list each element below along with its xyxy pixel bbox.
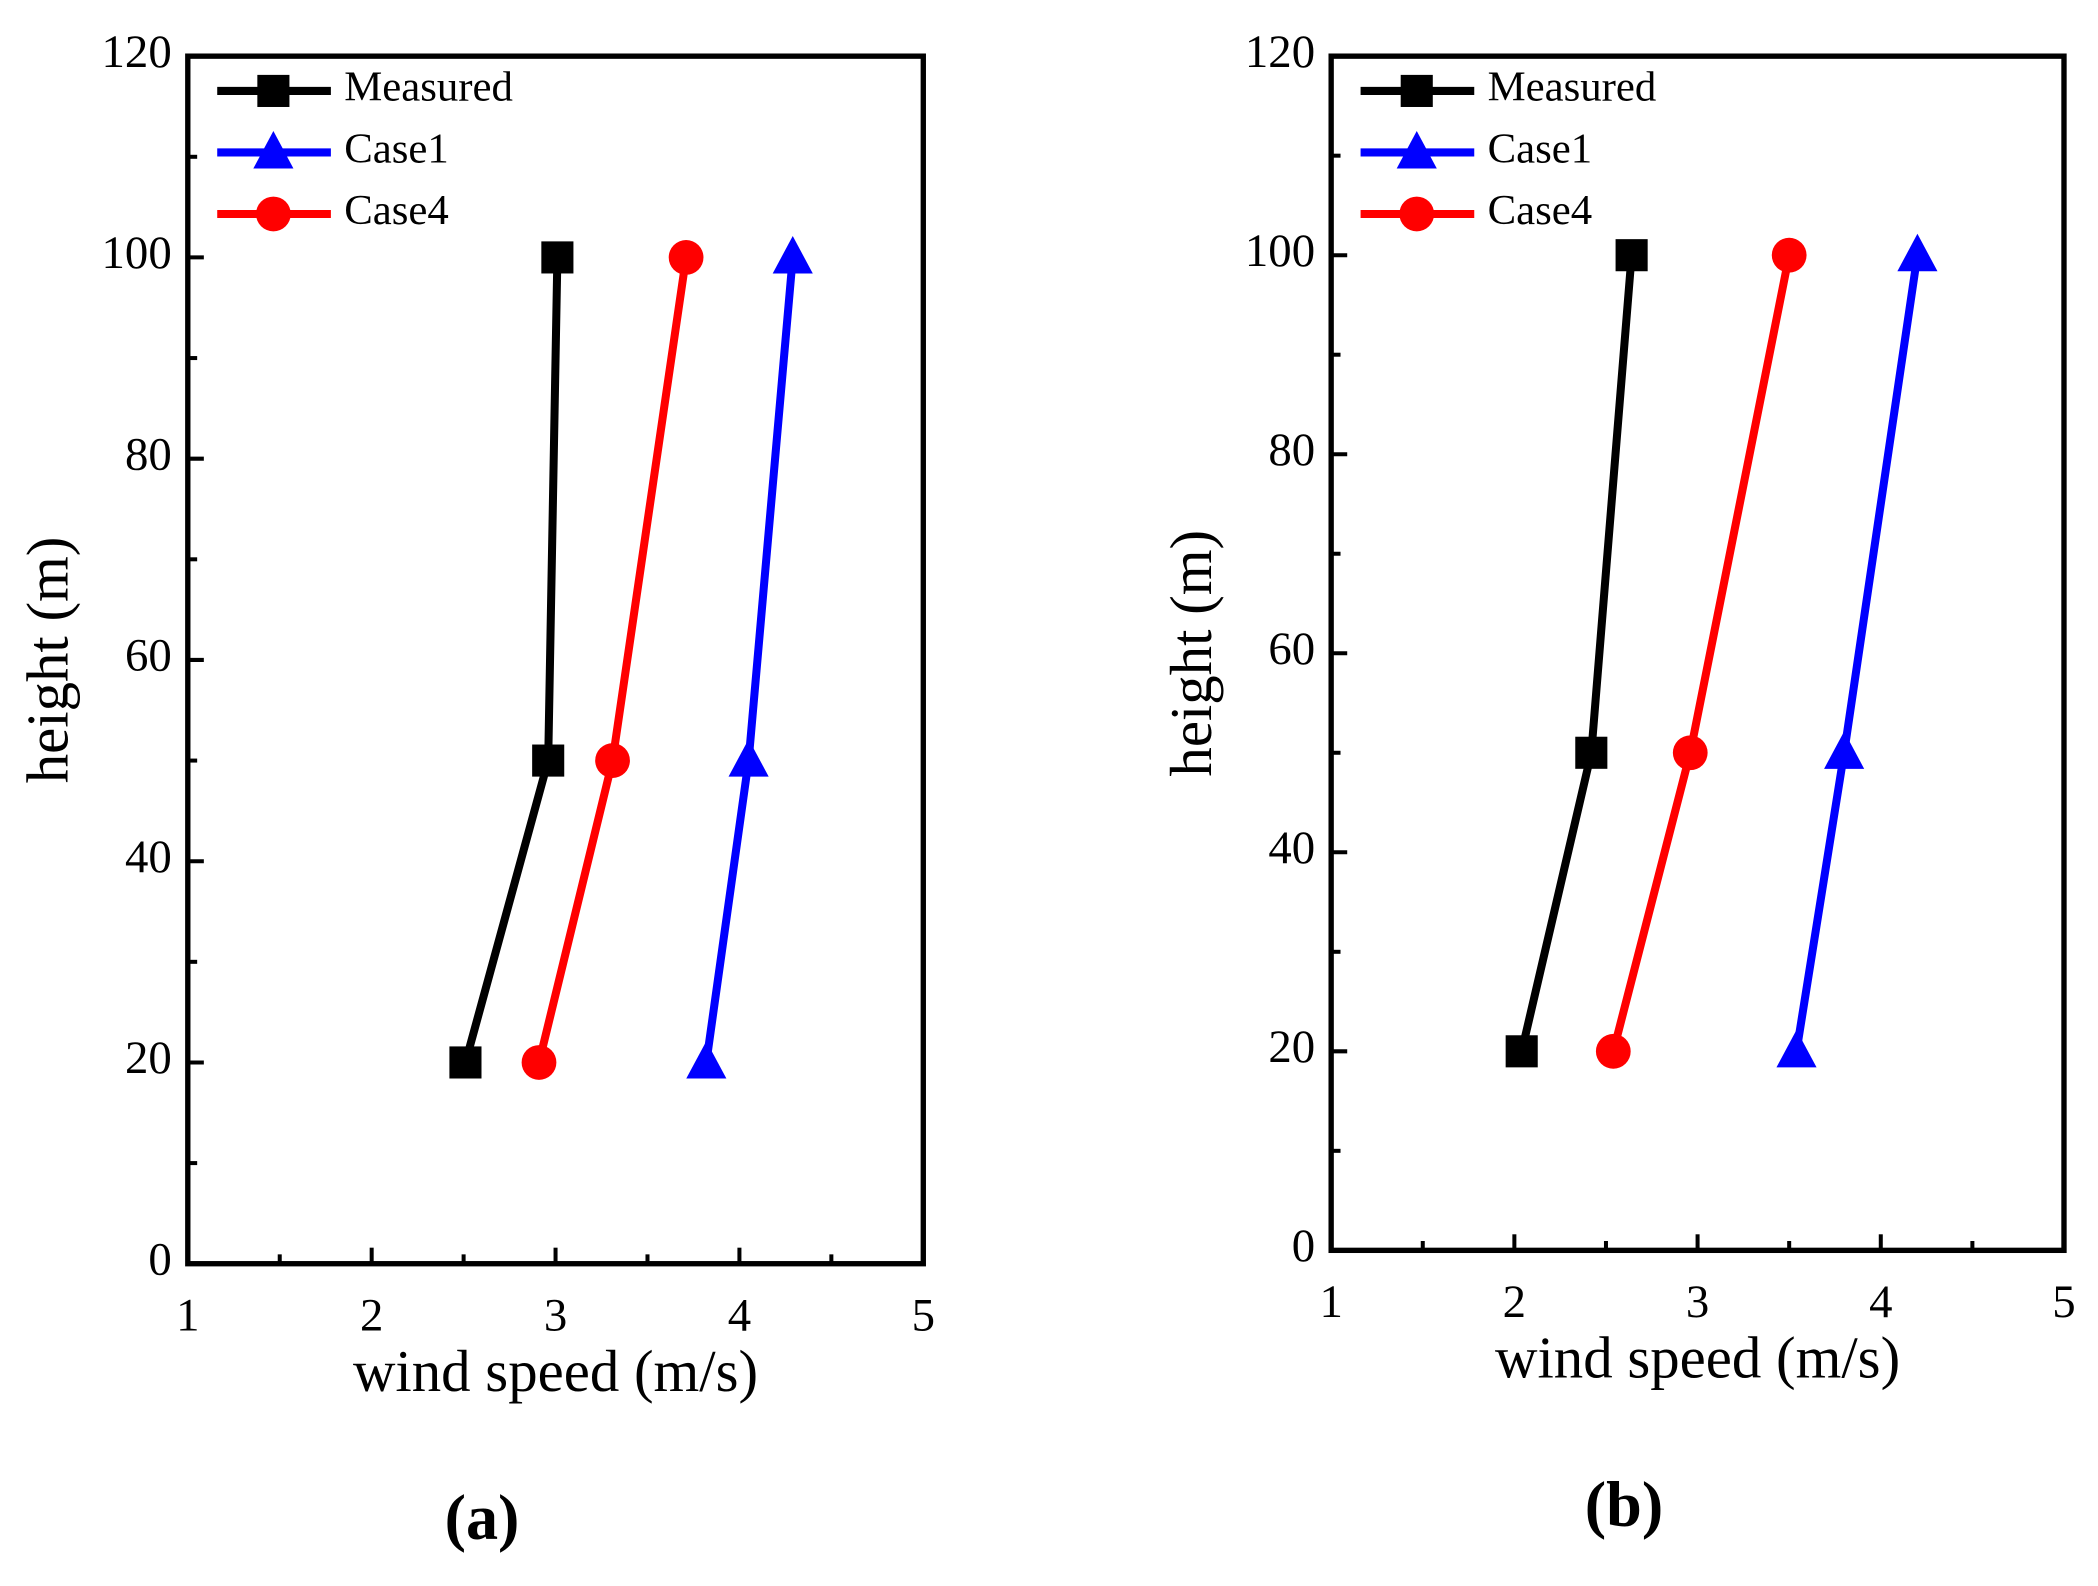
y-tick-label: 40 (1268, 822, 1315, 874)
data-point (449, 1046, 482, 1079)
legend-label: Case4 (344, 187, 449, 234)
y-tick-label: 100 (1245, 225, 1315, 277)
y-tick-label: 0 (1292, 1220, 1315, 1272)
plot-frame (185, 53, 926, 1267)
data-point (1771, 237, 1807, 273)
legend-label: Measured (1488, 64, 1657, 111)
series-line (535, 256, 691, 1064)
y-tick-label: 60 (125, 630, 172, 682)
data-point (521, 1045, 557, 1080)
x-tick-label: 5 (2052, 1276, 2075, 1328)
series-line (1609, 254, 1794, 1053)
legend-marker (1400, 74, 1433, 107)
data-point (541, 241, 574, 274)
x-tick-label: 2 (360, 1290, 383, 1342)
y-tick-label: 20 (1268, 1021, 1315, 1073)
data-point (532, 744, 565, 777)
series-line (461, 257, 562, 1064)
legend-marker (253, 131, 294, 169)
data-point (1595, 1033, 1631, 1069)
x-axis-title: wind speed (m/s) (1495, 1326, 1900, 1391)
x-axis-title: wind speed (m/s) (353, 1339, 758, 1404)
data-point (1897, 233, 1938, 272)
x-tick-label: 5 (912, 1290, 935, 1342)
data-point (668, 240, 704, 275)
legend-marker (1396, 131, 1437, 169)
x-tick-label: 4 (728, 1290, 751, 1342)
y-tick-label: 20 (125, 1032, 172, 1084)
data-point (1505, 1035, 1538, 1068)
y-tick-label: 40 (125, 831, 172, 883)
x-tick-label: 4 (1869, 1276, 1892, 1328)
data-point (1575, 736, 1608, 769)
data-point (1824, 731, 1865, 769)
x-tick-label: 3 (544, 1290, 567, 1342)
legend-label: Case1 (1488, 125, 1593, 172)
x-tick-label: 2 (1503, 1276, 1526, 1328)
y-tick-label: 60 (1268, 623, 1315, 675)
x-tick-label: 1 (1319, 1276, 1342, 1328)
data-point (772, 236, 813, 274)
data-point (728, 739, 769, 777)
y-tick-label: 0 (148, 1233, 171, 1285)
legend-marker (256, 196, 291, 232)
caption: (a) (445, 1482, 520, 1553)
data-point (1615, 239, 1648, 272)
y-axis-title: height (m) (16, 537, 81, 784)
x-tick-label: 1 (176, 1290, 199, 1342)
y-tick-label: 100 (102, 227, 172, 279)
caption: (b) (1585, 1469, 1663, 1540)
series-line (1517, 254, 1636, 1053)
y-axis-title: height (m) (1159, 530, 1224, 777)
data-point (686, 1041, 727, 1079)
series-line (1792, 254, 1922, 1052)
x-tick-label: 3 (1686, 1276, 1709, 1328)
plot-frame (1328, 53, 2067, 1254)
legend-label: Case4 (1488, 187, 1593, 234)
legend-marker (1399, 196, 1435, 232)
data-point (1776, 1029, 1817, 1068)
legend-marker (257, 74, 290, 107)
y-tick-label: 80 (125, 428, 172, 480)
data-point (595, 743, 630, 778)
y-tick-label: 120 (1245, 26, 1315, 78)
data-point (1672, 735, 1708, 771)
y-tick-label: 80 (1268, 424, 1315, 476)
legend-label: Measured (344, 64, 513, 111)
y-tick-label: 120 (102, 26, 172, 78)
series-line (702, 257, 797, 1064)
legend-label: Case1 (344, 125, 449, 172)
